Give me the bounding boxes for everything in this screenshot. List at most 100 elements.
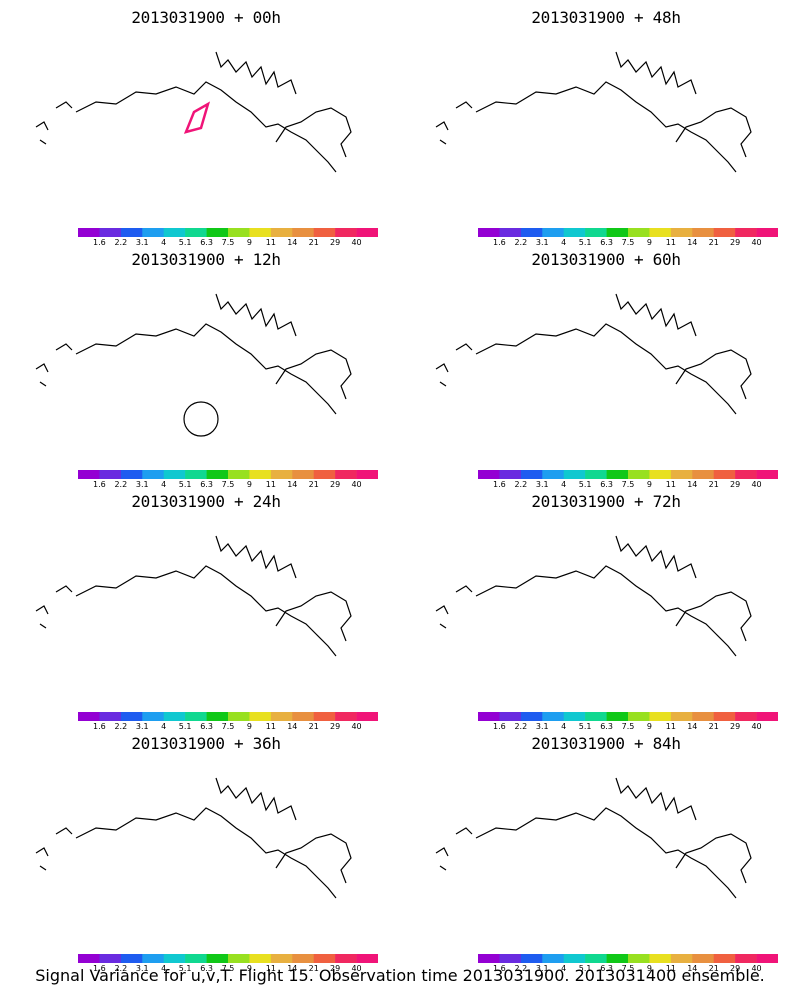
colorbar-tick-label: 14: [687, 722, 698, 731]
colorbar: [78, 470, 378, 479]
colorbar-swatch: [585, 470, 607, 479]
variance-field: [416, 758, 796, 938]
colorbar-tick-label: 11: [265, 238, 276, 247]
colorbar-swatch: [206, 470, 229, 479]
colorbar-tick-label: 29: [730, 964, 741, 973]
colorbar-swatch: [356, 954, 378, 963]
colorbar-swatch: [735, 954, 757, 963]
colorbar-tick-label: 6.3: [200, 480, 213, 489]
variance-field: [416, 516, 796, 696]
colorbar-swatch: [270, 228, 293, 237]
colorbar-swatch: [735, 470, 757, 479]
colorbar-tick-label: 3.1: [535, 480, 549, 489]
map-panel: 2013031900 + 12h 1.6 2.2 3.1 4 5.1 6.3 7.5 9 11 14…: [16, 246, 396, 489]
colorbar-swatch: [735, 228, 757, 237]
colorbar-swatch: [163, 712, 186, 721]
colorbar: [478, 228, 778, 237]
colorbar-tick-label: 1.6: [93, 722, 106, 731]
colorbar-tick-label: 1.6: [493, 238, 506, 247]
colorbar-ticks: 1.6 2.2 3.1 4 5.1 6.3 7.5 9 11 14 21 29 40: [478, 964, 778, 976]
colorbar-tick-label: 6.3: [600, 722, 613, 731]
colorbar-swatch: [756, 228, 778, 237]
colorbar-swatch: [356, 712, 378, 721]
colorbar-swatch: [356, 228, 378, 237]
colorbar-tick-label: 11: [265, 964, 276, 973]
colorbar-tick-label: 21: [708, 480, 719, 489]
colorbar-tick-label: 9: [246, 238, 252, 247]
colorbar-ticks: 1.6 2.2 3.1 4 5.1 6.3 7.5 9 11 14 21 29 40: [478, 480, 778, 492]
colorbar-swatch: [313, 470, 336, 479]
variance-field: [416, 32, 796, 212]
colorbar-tick-label: 5.1: [578, 480, 592, 489]
colorbar-swatch: [292, 228, 315, 237]
coastline: [35, 51, 352, 173]
coastline: [35, 293, 352, 415]
colorbar-tick-label: 7.5: [621, 722, 635, 731]
colorbar-tick-label: 2.2: [114, 722, 128, 731]
colorbar-tick-label: 29: [330, 480, 341, 489]
colorbar-swatch: [292, 470, 315, 479]
colorbar-swatch: [313, 712, 336, 721]
colorbar-swatch: [270, 470, 293, 479]
colorbar: [78, 954, 378, 963]
colorbar-swatch: [228, 470, 250, 479]
colorbar-swatch: [713, 228, 736, 237]
colorbar-tick-label: 4: [161, 964, 167, 973]
colorbar-swatch: [520, 470, 543, 479]
colorbar-tick-label: 4: [561, 722, 567, 731]
colorbar-swatch: [606, 228, 629, 237]
colorbar-swatch: [228, 712, 250, 721]
map-panel: 2013031900 + 00h 1.6 2.2 3.1 4 5.1 6.3 7.5 9 11 14…: [16, 4, 396, 247]
colorbar-tick-label: 2.2: [514, 722, 528, 731]
panel-title: 2013031900 + 12h: [131, 250, 281, 269]
colorbar-tick-label: 40: [751, 722, 762, 731]
colorbar-swatch: [185, 712, 207, 721]
colorbar-swatch: [692, 228, 715, 237]
colorbar-swatch: [270, 954, 293, 963]
colorbar-swatch: [585, 954, 607, 963]
colorbar-swatch: [563, 470, 586, 479]
colorbar-tick-label: 21: [308, 964, 319, 973]
colorbar-tick-label: 11: [265, 480, 276, 489]
panel-title: 2013031900 + 72h: [531, 492, 681, 511]
colorbar-tick-label: 1.6: [93, 964, 106, 973]
coastline: [35, 777, 352, 899]
colorbar-swatch: [78, 954, 100, 963]
colorbar-tick-label: 3.1: [135, 238, 149, 247]
colorbar-tick-label: 4: [161, 238, 167, 247]
colorbar-tick-label: 9: [246, 964, 252, 973]
colorbar-swatch: [206, 712, 229, 721]
colorbar-swatch: [185, 470, 207, 479]
colorbar-tick-label: 14: [687, 238, 698, 247]
colorbar-tick-label: 6.3: [200, 238, 213, 247]
variance-map: [35, 293, 352, 437]
variance-map: [416, 758, 796, 938]
colorbar-swatch: [142, 954, 165, 963]
colorbar-tick-label: 14: [687, 964, 698, 973]
colorbar-tick-label: 3.1: [135, 722, 149, 731]
colorbar-swatch: [520, 712, 543, 721]
colorbar-swatch: [270, 712, 293, 721]
colorbar-tick-label: 40: [351, 964, 362, 973]
colorbar-tick-label: 14: [287, 722, 298, 731]
colorbar-tick-label: 14: [687, 480, 698, 489]
colorbar-swatch: [478, 470, 500, 479]
variance-field: [16, 758, 396, 938]
colorbar-tick-label: 21: [708, 964, 719, 973]
colorbar-swatch: [185, 954, 207, 963]
colorbar-tick-label: 1.6: [93, 480, 106, 489]
colorbar-tick-label: 6.3: [600, 480, 613, 489]
variance-field: [416, 274, 796, 454]
colorbar-tick-label: 40: [751, 964, 762, 973]
colorbar-swatch: [563, 954, 586, 963]
colorbar-tick-label: 14: [287, 480, 298, 489]
colorbar-swatch: [356, 470, 378, 479]
colorbar-tick-label: 4: [161, 722, 167, 731]
colorbar-swatch: [163, 228, 186, 237]
colorbar-swatch: [649, 228, 672, 237]
colorbar-tick-label: 21: [308, 480, 319, 489]
colorbar-tick-label: 6.3: [600, 964, 613, 973]
colorbar-tick-label: 11: [665, 238, 676, 247]
colorbar-tick-label: 1.6: [493, 480, 506, 489]
colorbar-tick-label: 7.5: [221, 722, 235, 731]
